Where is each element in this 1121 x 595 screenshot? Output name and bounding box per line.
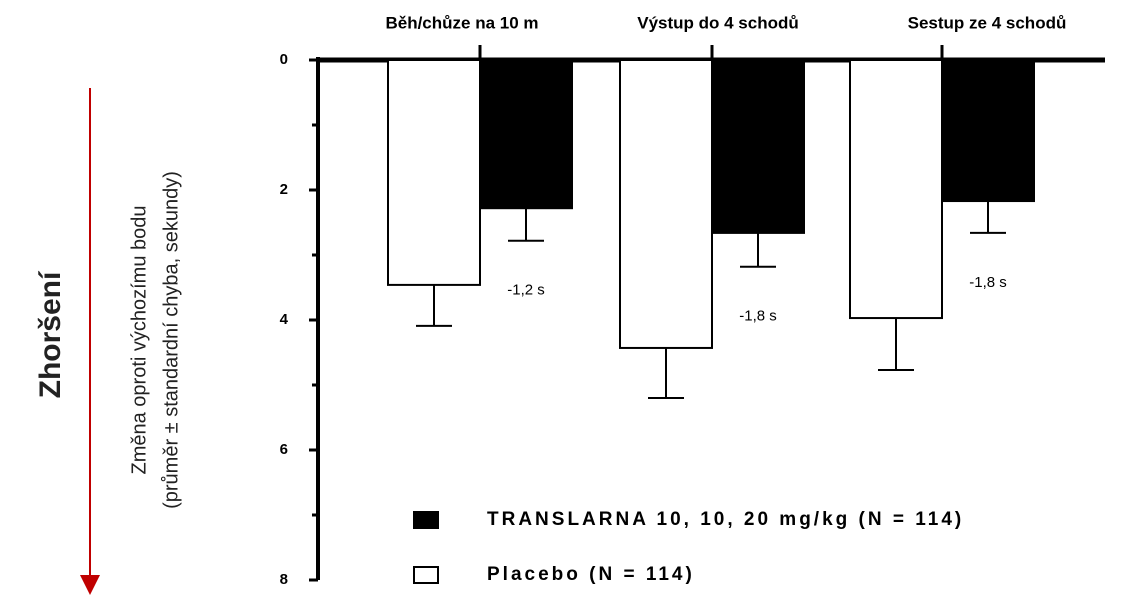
y-tick-label: 0: [280, 51, 288, 68]
category-label: Sestup ze 4 schodů: [908, 13, 1067, 32]
y-tick-label: 2: [280, 181, 288, 198]
legend-label: TRANSLARNA 10, 10, 20 mg/kg (N = 114): [487, 509, 964, 530]
bar: [387, 59, 481, 286]
y-tick-label: 6: [280, 441, 288, 458]
y-tick-label: 4: [280, 311, 289, 328]
annotation: -1,2 s: [507, 282, 545, 299]
legend-label: Placebo (N = 114): [487, 564, 695, 585]
bar: [941, 59, 1035, 203]
y-tick-label: 8: [280, 571, 288, 588]
legend-swatch: [413, 566, 439, 584]
category-label: Výstup do 4 schodů: [637, 13, 799, 32]
annotation: -1,8 s: [969, 274, 1007, 291]
y-axis-label: Změna oproti výchozímu bodu: [128, 205, 150, 474]
legend-swatch: [413, 511, 439, 529]
bar: [619, 59, 713, 349]
bar: [849, 59, 943, 320]
side-label: Zhoršení: [34, 270, 67, 398]
category-label: Běh/chůze na 10 m: [385, 13, 538, 32]
bar: [479, 59, 573, 210]
annotation: -1,8 s: [739, 308, 777, 325]
bar: [711, 59, 805, 234]
y-axis-label: (průměr ± standardní chyba, sekundy): [160, 171, 182, 509]
